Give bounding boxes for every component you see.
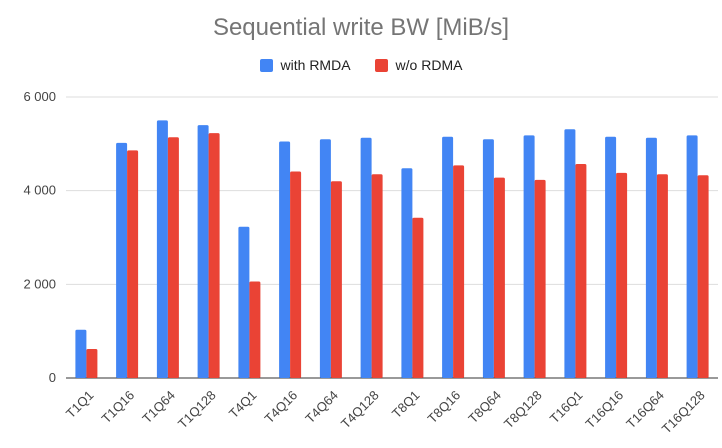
y-tick-label: 2 000: [23, 276, 56, 291]
bar-without-rdma: [249, 281, 261, 378]
y-tick-label: 4 000: [23, 183, 56, 198]
bar-without-rdma: [86, 349, 98, 378]
bar-without-rdma: [697, 175, 709, 378]
bar-with-rdma: [605, 136, 617, 378]
bar-without-rdma: [575, 164, 587, 378]
bar-with-rdma: [523, 135, 535, 378]
bar-with-rdma: [319, 139, 331, 378]
x-tick-label: T8Q16: [425, 388, 464, 427]
bar-with-rdma: [238, 226, 250, 378]
bar-without-rdma: [616, 172, 628, 378]
legend-item-without-rdma: w/o RDMA: [374, 57, 463, 73]
bar-without-rdma: [656, 174, 668, 378]
x-tick-label: T16Q128: [659, 388, 708, 437]
x-tick-label: T8Q1: [389, 388, 423, 422]
x-tick-label: T4Q128: [338, 388, 382, 432]
y-tick-label: 0: [49, 370, 56, 385]
bar-without-rdma: [208, 133, 220, 378]
chart-title: Sequential write BW [MiB/s]: [212, 14, 510, 41]
bar-with-rdma: [686, 135, 698, 378]
bar-with-rdma: [75, 329, 87, 378]
bar-with-rdma: [442, 136, 454, 378]
x-tick-label: T4Q16: [262, 388, 301, 427]
bar-without-rdma: [412, 217, 424, 378]
legend-swatch-with-rdma: [259, 58, 273, 72]
bar-with-rdma: [116, 142, 128, 378]
bar-without-rdma: [453, 165, 465, 378]
x-tick-label: T4Q1: [226, 388, 260, 422]
legend-label-with-rdma: with RMDA: [280, 57, 351, 73]
bar-with-rdma: [156, 120, 168, 379]
legend-swatch-without-rdma: [374, 58, 388, 72]
legend-item-with-rdma: with RMDA: [259, 57, 351, 73]
x-tick-label: T16Q16: [582, 388, 626, 432]
bar-with-rdma: [645, 137, 657, 378]
y-tick-label: 6 000: [23, 89, 56, 104]
legend-label-without-rdma: w/o RDMA: [395, 57, 463, 73]
bar-with-rdma: [279, 141, 291, 378]
x-tick-label: T4Q64: [302, 388, 341, 427]
x-tick-label: T16Q1: [547, 388, 586, 427]
bar-with-rdma: [360, 137, 372, 378]
x-tick-label: T1Q16: [99, 388, 138, 427]
x-tick-label: T8Q64: [465, 388, 504, 427]
bar-without-rdma: [290, 171, 302, 378]
bar-with-rdma: [401, 168, 413, 378]
bar-with-rdma: [482, 139, 494, 378]
bar-without-rdma: [493, 177, 505, 378]
bar-with-rdma: [564, 129, 576, 378]
bar-with-rdma: [197, 125, 209, 378]
bar-without-rdma: [127, 150, 139, 378]
bar-without-rdma: [371, 174, 383, 378]
x-tick-label: T8Q128: [501, 388, 545, 432]
x-tick-label: T1Q64: [139, 388, 178, 427]
x-tick-label: T1Q1: [63, 388, 97, 422]
bar-without-rdma: [534, 179, 546, 378]
legend: with RMDA w/o RDMA: [0, 57, 722, 73]
x-tick-label: T1Q128: [175, 388, 219, 432]
bar-without-rdma: [330, 181, 342, 378]
bar-without-rdma: [167, 137, 179, 378]
